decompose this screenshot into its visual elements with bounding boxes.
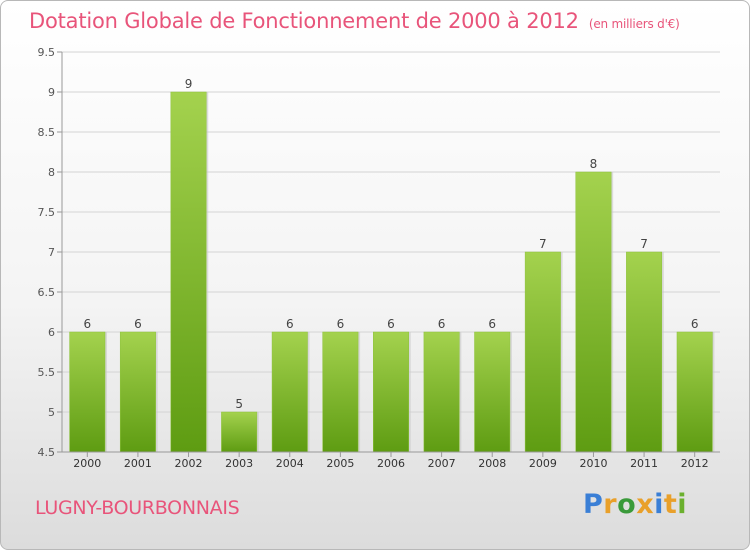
logo-letter: i	[654, 489, 664, 520]
x-tick-label: 2001	[124, 457, 152, 470]
x-tick-label: 2002	[175, 457, 203, 470]
logo-letter: x	[636, 489, 655, 520]
bar	[322, 331, 359, 453]
chart-title: Dotation Globale de Fonctionnement de 20…	[29, 9, 680, 33]
data-label: 6	[134, 317, 142, 331]
x-tick-label: 2004	[276, 457, 304, 470]
data-label: 6	[488, 317, 496, 331]
y-tick-label: 9.5	[38, 46, 56, 59]
data-label: 6	[438, 317, 446, 331]
x-tick-label: 2007	[428, 457, 456, 470]
bar	[626, 251, 663, 453]
chart-subtitle: (en milliers d'€)	[588, 17, 680, 31]
logo-letter: o	[617, 489, 637, 520]
bar	[373, 331, 409, 453]
y-tick-label: 7.5	[38, 206, 56, 219]
y-tick-label: 6.5	[38, 286, 56, 299]
bar	[69, 331, 106, 453]
data-label: 8	[590, 157, 598, 171]
logo-letter: P	[583, 489, 604, 520]
data-label: 6	[387, 317, 395, 331]
bar	[170, 91, 207, 453]
y-tick-label: 8.5	[38, 126, 56, 139]
y-tick-label: 4.5	[38, 446, 56, 459]
bar	[271, 331, 308, 453]
x-tick-label: 2011	[630, 457, 658, 470]
logo-letter: t	[663, 489, 678, 520]
y-tick-label: 5	[48, 406, 55, 419]
proxiti-logo: Proxiti	[583, 489, 687, 520]
data-label: 7	[640, 237, 648, 251]
logo-letter: r	[603, 489, 618, 520]
x-tick-label: 2010	[579, 457, 607, 470]
x-tick-label: 2000	[73, 457, 101, 470]
bar-chart: 4.5 5 5.5 6 6.5 7 7.5 8 8.5 9 9.5 6 2000 6 2001 9 2002 5 2…	[38, 46, 720, 470]
commune-name: LUGNY-BOURBONNAIS	[35, 497, 240, 519]
data-label: 6	[286, 317, 294, 331]
y-tick-label: 7	[48, 246, 55, 259]
bar	[676, 331, 713, 453]
bar	[119, 331, 156, 453]
x-tick-label: 2008	[478, 457, 506, 470]
data-label: 7	[539, 237, 547, 251]
y-tick-label: 8	[48, 166, 55, 179]
data-label: 5	[235, 397, 243, 411]
data-label: 9	[185, 77, 193, 91]
y-tick-label: 5.5	[38, 366, 56, 379]
bar	[575, 171, 612, 453]
bar	[474, 331, 511, 453]
logo-letter: i	[677, 489, 688, 520]
y-tick-label: 6	[48, 326, 55, 339]
x-tick-label: 2003	[225, 457, 253, 470]
x-tick-label: 2012	[681, 457, 709, 470]
data-label: 6	[83, 317, 91, 331]
x-tick-label: 2005	[326, 457, 354, 470]
data-label: 6	[337, 317, 345, 331]
bar	[423, 331, 460, 453]
bar	[524, 251, 561, 453]
chart-title-text: Dotation Globale de Fonctionnement de 20…	[29, 9, 579, 33]
y-tick-label: 9	[48, 86, 55, 99]
bar	[221, 411, 258, 453]
data-label: 6	[691, 317, 699, 331]
x-tick-label: 2006	[377, 457, 405, 470]
x-tick-label: 2009	[529, 457, 557, 470]
